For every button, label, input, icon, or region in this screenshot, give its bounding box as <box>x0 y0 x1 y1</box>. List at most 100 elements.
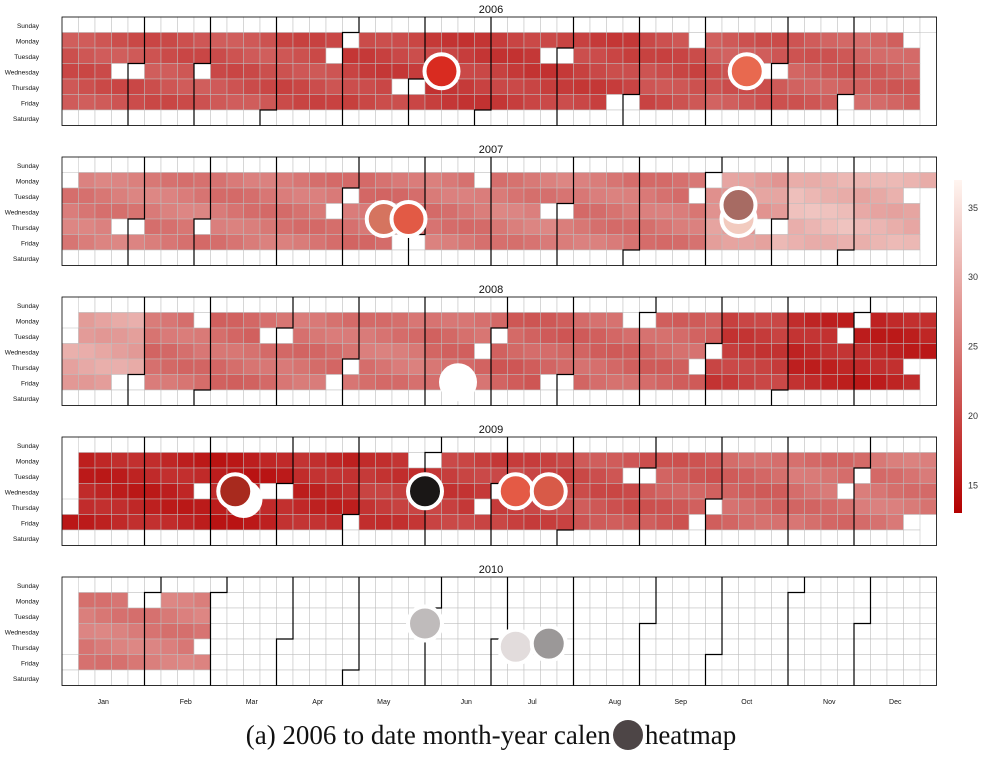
heatmap-cell <box>853 654 871 671</box>
heatmap-cell <box>474 78 492 95</box>
heatmap-cell <box>540 389 558 406</box>
heatmap-cell <box>787 16 805 33</box>
heatmap-cell <box>490 312 508 329</box>
heatmap-cell <box>375 607 393 624</box>
heatmap-cell <box>804 32 822 49</box>
heatmap-cell <box>226 16 244 33</box>
month-boundary-line <box>770 157 789 266</box>
heatmap-cell <box>870 452 888 469</box>
heatmap-cell <box>540 78 558 95</box>
heatmap-cell <box>721 498 739 515</box>
heatmap-cell <box>705 78 723 95</box>
weekday-label: Friday <box>21 101 40 108</box>
heatmap-cell <box>886 234 904 251</box>
heatmap-cell <box>573 94 591 111</box>
heatmap-cell <box>639 638 657 655</box>
heatmap-cell <box>78 156 96 173</box>
heatmap-cell <box>292 63 310 80</box>
heatmap-cell <box>243 47 261 64</box>
heatmap-cell <box>226 109 244 126</box>
heatmap-cell <box>870 436 888 453</box>
weekday-label: Monday <box>16 319 40 326</box>
month-boundary-line <box>622 17 641 126</box>
heatmap-cell <box>457 654 475 671</box>
heatmap-cell <box>540 249 558 266</box>
heatmap-cell <box>441 343 459 360</box>
heatmap-cell <box>160 576 178 593</box>
heatmap-cell <box>391 358 409 375</box>
heatmap-cell <box>276 187 294 204</box>
heatmap-cell <box>903 452 921 469</box>
heatmap-cell <box>523 249 541 266</box>
heatmap-cell <box>523 327 541 344</box>
heatmap-cell <box>837 203 855 220</box>
heatmap-cell <box>457 249 475 266</box>
heatmap-cell <box>886 32 904 49</box>
heatmap-cell <box>457 47 475 64</box>
heatmap-cell <box>672 249 690 266</box>
heatmap-cell <box>391 32 409 49</box>
heatmap-cell <box>886 374 904 391</box>
heatmap-cell <box>787 436 805 453</box>
heatmap-cell <box>193 109 211 126</box>
heatmap-cell <box>193 607 211 624</box>
heatmap-cell <box>375 483 393 500</box>
heatmap-cell <box>78 234 96 251</box>
heatmap-cell <box>754 172 772 189</box>
heatmap-cell <box>127 249 145 266</box>
heatmap-cell <box>127 483 145 500</box>
heatmap-cell <box>111 32 129 49</box>
heatmap-cell <box>589 203 607 220</box>
heatmap-cell <box>441 203 459 220</box>
heatmap-cell <box>853 452 871 469</box>
heatmap-cell <box>358 94 376 111</box>
heatmap-cell <box>78 514 96 531</box>
heatmap-cell <box>886 187 904 204</box>
heatmap-cell <box>589 32 607 49</box>
heatmap-cell <box>771 234 789 251</box>
heatmap-cell <box>342 529 360 546</box>
heatmap-cell <box>193 343 211 360</box>
heatmap-cell <box>78 312 96 329</box>
heatmap-cell <box>94 452 112 469</box>
heatmap-cell <box>672 669 690 686</box>
heatmap-cell <box>243 343 261 360</box>
heatmap-cell <box>457 32 475 49</box>
heatmap-cell <box>309 296 327 313</box>
heatmap-cell <box>160 669 178 686</box>
weekday-label: Sunday <box>17 23 40 30</box>
heatmap-cell <box>754 94 772 111</box>
heatmap-cell <box>457 514 475 531</box>
heatmap-cell <box>193 374 211 391</box>
heatmap-cell <box>243 638 261 655</box>
heatmap-cell <box>193 669 211 686</box>
heatmap-cell <box>639 592 657 609</box>
heatmap-cell <box>144 607 162 624</box>
heatmap-cell <box>78 529 96 546</box>
heatmap-cell <box>804 467 822 484</box>
heatmap-cell <box>754 514 772 531</box>
heatmap-cell <box>226 374 244 391</box>
heatmap-cell <box>705 218 723 235</box>
heatmap-cell <box>111 498 129 515</box>
heatmap-cell <box>441 32 459 49</box>
heatmap-cell <box>111 374 129 391</box>
heatmap-cell <box>127 63 145 80</box>
heatmap-cell <box>688 327 706 344</box>
heatmap-cell <box>325 16 343 33</box>
heatmap-cell <box>655 576 673 593</box>
heatmap-cell <box>639 498 657 515</box>
heatmap-cell <box>771 16 789 33</box>
heatmap-cell <box>61 343 79 360</box>
heatmap-cell <box>424 187 442 204</box>
heatmap-cell <box>177 296 195 313</box>
heatmap-cell <box>606 234 624 251</box>
heatmap-cell <box>870 669 888 686</box>
heatmap-cell <box>408 156 426 173</box>
heatmap-cell <box>837 483 855 500</box>
month-boundary-line <box>556 157 575 266</box>
heatmap-cell <box>853 218 871 235</box>
heatmap-cell <box>490 234 508 251</box>
heatmap-cell <box>886 452 904 469</box>
heatmap-cell <box>127 654 145 671</box>
